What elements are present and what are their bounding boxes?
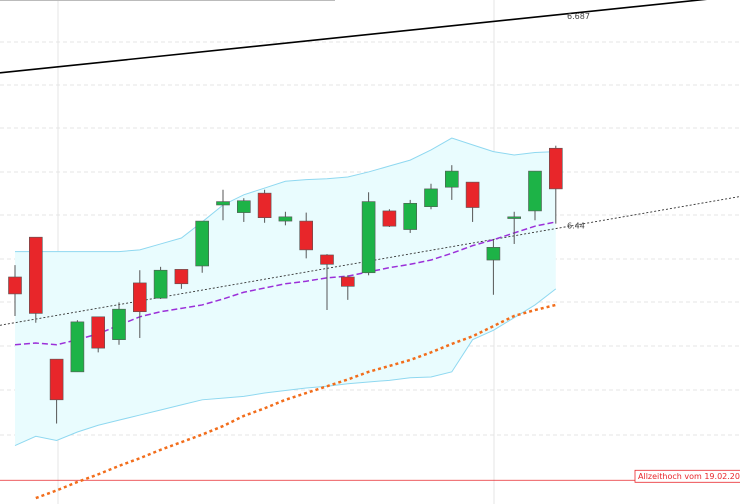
candle-body [320, 254, 334, 265]
candle-body [91, 316, 105, 349]
candle-body [8, 276, 22, 295]
band-lower [14, 288, 557, 447]
reference-label: Allzeithoch vom 19.02.2025 / [638, 472, 740, 481]
trendline-label: 6.687 [567, 12, 590, 21]
candle-body [528, 170, 542, 212]
reference-label-box [634, 469, 740, 483]
candle-body [28, 236, 43, 314]
trendline-label: 6.44 [567, 221, 585, 230]
candle-body [70, 321, 85, 373]
candle-body [361, 201, 376, 274]
candle-body [112, 308, 126, 340]
candle-body [299, 220, 314, 251]
candle-body [49, 358, 64, 401]
candle-body [340, 276, 355, 287]
band-upper [15, 137, 556, 253]
moving-average [35, 303, 557, 500]
candle-body [486, 247, 501, 261]
candle-body [465, 181, 480, 208]
candle-body [153, 269, 168, 299]
candle-body [216, 201, 230, 206]
candle-body [257, 192, 272, 218]
moving-average [14, 221, 556, 346]
candle-body [444, 170, 459, 188]
candle-body [133, 282, 147, 313]
candle-body [548, 147, 563, 190]
candle-body [174, 269, 189, 285]
candle-body [237, 200, 251, 213]
candle-body [278, 216, 293, 222]
band-fill [15, 138, 556, 446]
candle-body [382, 210, 397, 227]
candle-body [195, 220, 209, 267]
candle-body [424, 188, 438, 207]
trendline [0, 196, 740, 326]
candle-body [507, 216, 522, 219]
candle-body [403, 202, 418, 230]
trendline [0, 0, 708, 74]
